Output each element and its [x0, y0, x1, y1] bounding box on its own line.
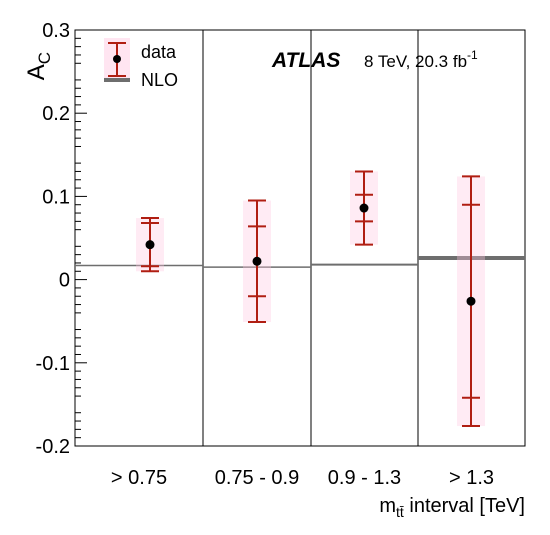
data-point-3 — [466, 296, 476, 306]
energy-lumi-label: 8 TeV, 20.3 fb-1 — [364, 48, 478, 71]
y-tick-label-5: 0.3 — [42, 20, 70, 42]
legend-nlo-label: NLO — [141, 70, 178, 90]
y-tick-label-4: 0.2 — [42, 103, 70, 125]
data-point-1 — [252, 256, 262, 266]
x-tick-label-0: > 0.75 — [111, 467, 167, 489]
experiment-label: ATLAS — [271, 49, 340, 72]
data-point-0 — [145, 240, 155, 250]
legend: data NLO — [104, 38, 178, 90]
y-tick-label-0: -0.2 — [36, 436, 70, 458]
y-axis-label: AC — [23, 52, 54, 80]
y-tick-label-3: 0.1 — [42, 186, 70, 208]
legend-data-marker — [113, 55, 121, 63]
x-axis-label: mtt̄ interval [TeV] — [379, 495, 525, 520]
legend-data-label: data — [141, 42, 177, 62]
plot-frame — [74, 29, 526, 447]
lumi-unit-sup: -1 — [467, 48, 478, 62]
x-tick-label-1: 0.75 - 0.9 — [215, 467, 300, 489]
y-tick-label-1: -0.1 — [36, 353, 70, 375]
y-tick-label-2: 0 — [59, 270, 70, 292]
data-point-2 — [359, 203, 369, 213]
x-axis-label-sub: tt̄ — [396, 504, 404, 520]
x-tick-label-3: > 1.3 — [449, 467, 494, 489]
x-tick-label-2: 0.9 - 1.3 — [328, 467, 401, 489]
y-axis-label-sub: C — [35, 52, 54, 64]
